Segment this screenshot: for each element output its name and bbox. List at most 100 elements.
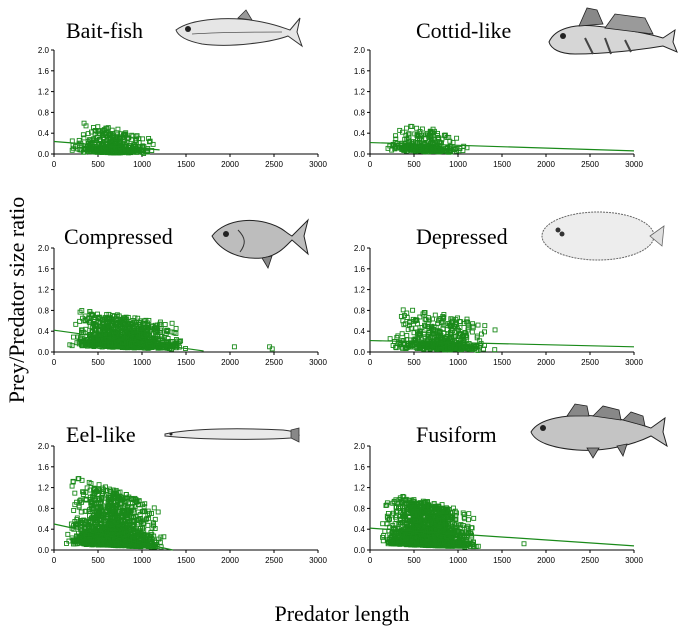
scatter-points [387,307,498,353]
y-tick-label: 0.0 [38,348,50,357]
y-tick-label: 2.0 [354,46,366,55]
data-point [69,343,75,349]
data-point [417,146,423,152]
y-tick-label: 2.0 [38,442,50,451]
data-point [121,329,127,335]
data-point [492,327,498,333]
x-tick-label: 0 [368,160,373,169]
y-tick-label: 0.4 [354,327,366,336]
x-tick-label: 3000 [625,160,643,169]
data-point [231,344,237,350]
data-point [414,125,420,131]
data-point [69,483,75,489]
data-point [109,127,115,133]
data-point [438,146,444,152]
data-point [113,135,119,141]
data-point [110,134,116,140]
data-point [103,149,109,154]
data-point [95,128,101,134]
y-tick-label: 1.2 [354,484,366,493]
data-point [389,147,395,153]
x-tick-label: 1500 [493,358,511,367]
data-point [469,329,475,335]
x-tick-label: 1000 [449,160,467,169]
y-tick-label: 2.0 [38,46,50,55]
data-point [174,337,179,343]
y-tick-label: 2.0 [354,442,366,451]
data-point [146,317,152,323]
x-tick-label: 1500 [493,160,511,169]
data-point [417,136,423,141]
data-point [69,147,75,153]
panel-title: Eel-like [66,422,136,447]
y-tick-label: 0.0 [354,348,366,357]
x-tick-label: 2000 [537,160,555,169]
data-point [92,314,98,320]
data-point [79,308,85,313]
data-point [83,147,89,153]
panel-title: Depressed [416,224,508,249]
data-point [133,136,139,142]
data-point [114,312,120,318]
data-point [432,312,438,318]
x-tick-label: 1500 [177,358,195,367]
x-tick-label: 500 [91,160,105,169]
x-tick-label: 3000 [625,556,643,565]
x-tick-label: 0 [52,160,57,169]
x-tick-label: 2500 [265,358,283,367]
data-point [158,330,164,335]
data-point [435,130,440,136]
y-tick-label: 0.4 [354,129,366,138]
data-point [382,528,388,534]
data-point [83,123,89,129]
data-point [140,136,146,142]
y-tick-label: 0.8 [38,108,50,117]
data-point [441,132,447,138]
panel-title: Bait-fish [66,18,143,43]
x-tick-label: 2000 [221,556,239,565]
data-point [91,125,96,130]
data-point [129,148,135,154]
data-point [147,138,153,144]
x-axis-label: Predator length [274,601,409,626]
data-point [122,131,127,137]
data-point [146,139,152,145]
data-point [447,148,453,154]
data-point [404,333,410,339]
x-tick-label: 2000 [221,160,239,169]
data-point [99,132,105,138]
data-point [164,328,170,334]
data-point [92,128,98,134]
data-point [387,336,393,342]
scatter-points [385,123,470,155]
trend-line [369,141,635,152]
data-point [71,508,77,513]
data-point [172,341,178,347]
data-point [91,138,97,144]
data-point [130,319,136,325]
x-tick-label: 1000 [133,160,151,169]
data-point [103,321,109,327]
x-tick-label: 1500 [493,556,511,565]
data-point [390,141,396,147]
data-point [475,322,481,328]
data-point [430,130,436,136]
data-point [76,504,82,510]
data-point [154,322,160,328]
data-point [430,145,436,151]
y-tick-label: 0.8 [38,306,50,315]
x-tick-label: 3000 [309,358,327,367]
data-point [78,509,84,515]
y-axis-label: Prey/Predator size ratio [4,197,29,404]
x-tick-label: 1500 [177,556,195,565]
data-point [91,344,97,350]
scatter-points [64,476,167,550]
data-point [110,149,116,155]
data-point [96,149,101,155]
data-point [410,307,416,313]
data-point [71,334,76,340]
data-point [397,127,403,133]
